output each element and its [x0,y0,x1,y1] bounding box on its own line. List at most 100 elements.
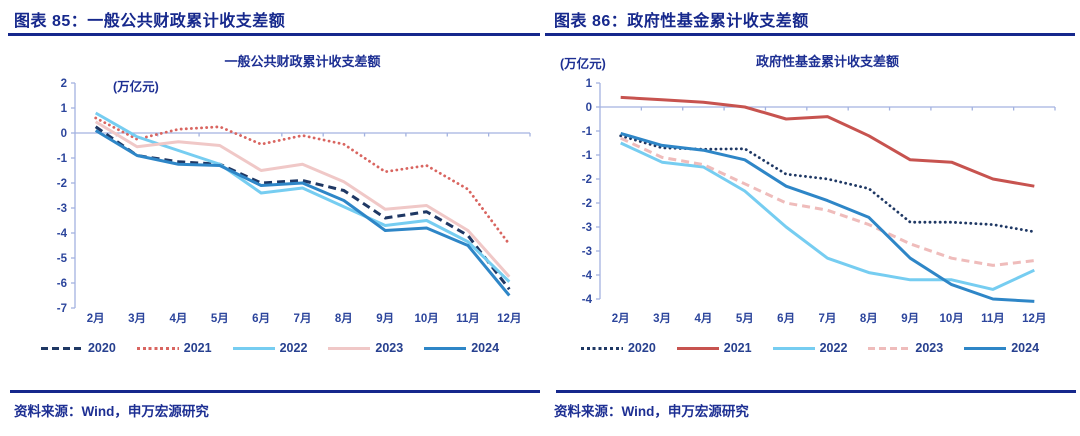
legend-label: 2022 [819,341,848,355]
y-tick-label: -5 [57,253,68,265]
x-tick-label: 9月 [376,312,394,325]
chart-legend: 2020 2021 2022 2023 2024 [540,341,1080,355]
y-tick-label: 0 [586,102,592,114]
y-tick-label: 1 [586,78,593,90]
legend-swatch-solid [232,346,275,350]
legend-item-2021: 2021 [676,341,752,355]
source-note: 资料来源：Wind，申万宏源研究 [554,404,749,419]
legend-label: 2021 [183,341,212,355]
x-tick-label: 12月 [497,312,521,325]
y-tick-label: 1 [61,103,68,115]
series-line-2020 [619,134,1036,234]
legend-swatch-solid [424,346,467,350]
legend-swatch-dashed [868,346,911,350]
x-tick-label: 7月 [819,312,837,325]
legend-item-2024: 2024 [424,341,499,355]
line-chart-public-finance: 2 1 0 -1 -2 -3 -4 -5 -6 -7 2月 3月 4月 5月 6月 7月 8月 9月 10月 11月 1… [57,78,531,325]
header-rule [545,33,1075,36]
legend-swatch-solid [964,346,1007,350]
x-tick-label: 11月 [981,312,1005,325]
series-line-2023 [620,136,1035,267]
y-tick-label: -6 [57,278,67,290]
y-tick-label: 0 [61,128,67,140]
y-tick-label: -4 [582,294,593,306]
y-tick-label: -1 [582,126,593,138]
series-line-2023 [94,120,511,278]
legend-label: 2020 [87,341,116,355]
legend-item-2020: 2020 [40,341,116,355]
y-tick-label: -3 [582,222,592,234]
line-chart-government-funds: 1 0 -1 -1 -2 -2 -3 -3 -4 -4 2月 3月 4月 5月 6月 7月 8月 9月 10月 11月… [582,78,1056,325]
panel-figure-86: 图表 86：政府性基金累计收支差额 政府性基金累计收支差额 (万亿元) 1 0 -1… [540,0,1080,436]
x-tick-label: 3月 [128,312,146,325]
legend-swatch-dotted [136,346,179,350]
legend-label: 2023 [375,341,404,355]
legend-item-2021: 2021 [136,341,212,355]
panel-figure-85: 图表 85：一般公共财政累计收支差额 一般公共财政累计收支差额 (万亿元) 2 1… [0,13,540,419]
y-tick-label: -1 [57,153,68,165]
series-line-2020 [94,125,511,291]
y-tick-label: -7 [57,303,67,315]
x-tick-label: 9月 [901,312,919,325]
x-tick-label: 4月 [694,312,712,325]
legend-label: 2022 [279,341,308,355]
y-tick-label: -2 [582,198,592,210]
footer-rule [556,390,1076,393]
y-tick-label: -2 [57,178,67,190]
x-tick-label: 4月 [169,312,187,325]
y-tick-label: -3 [582,246,592,258]
x-tick-label: 6月 [777,312,795,325]
legend-label: 2024 [1011,341,1040,355]
legend-item-2023: 2023 [328,341,403,355]
x-tick-label: 5月 [211,312,229,325]
legend-label: 2020 [627,341,656,355]
y-tick-label: 2 [61,78,67,90]
x-tick-label: 2月 [612,312,630,325]
x-tick-label: 8月 [335,312,353,325]
legend-swatch-solid [772,346,815,350]
figure-85-header: 图表 85：一般公共财政累计收支差额 [14,13,286,30]
legend-item-2022: 2022 [772,341,848,355]
series-line-2022 [94,111,511,283]
legend-label: 2021 [723,341,752,355]
x-tick-label: 3月 [653,312,671,325]
y-tick-label: -4 [57,228,68,240]
y-tick-label: -3 [57,203,67,215]
legend-swatch-dashed [40,346,83,350]
series-line-2024 [94,129,511,297]
x-tick-label: 10月 [414,312,438,325]
chart-title: 一般公共财政累计收支差额 [224,54,381,69]
series-line-2021 [620,95,1035,188]
series-line-2022 [620,141,1035,291]
chart-legend: 2020 2021 2022 2023 2024 [0,341,540,355]
legend-item-2023: 2023 [868,341,943,355]
x-tick-label: 12月 [1022,312,1046,325]
chart-title: 政府性基金累计收支差额 [755,54,899,69]
legend-item-2024: 2024 [964,341,1039,355]
x-tick-label: 10月 [939,312,963,325]
figure-86-header: 图表 86：政府性基金累计收支差额 [554,13,809,30]
y-axis-unit-label: (万亿元) [560,57,606,71]
legend-item-2020: 2020 [580,341,656,355]
y-tick-label: -2 [582,174,592,186]
header-rule [8,33,540,36]
series-line-2024 [620,131,1035,303]
y-tick-label: -1 [582,150,593,162]
y-tick-label: -4 [582,270,593,282]
x-tick-label: 8月 [860,312,878,325]
x-tick-label: 6月 [252,312,270,325]
legend-label: 2024 [471,341,500,355]
legend-item-2022: 2022 [232,341,308,355]
x-tick-label: 5月 [736,312,754,325]
legend-swatch-dotted [580,346,623,350]
legend-swatch-solid [328,346,371,350]
footer-rule [10,390,540,393]
x-tick-label: 7月 [294,312,312,325]
y-axis-unit-label: (万亿元) [113,80,159,94]
source-note: 资料来源：Wind，申万宏源研究 [14,404,209,419]
x-tick-label: 2月 [87,312,105,325]
legend-swatch-solid [676,346,719,350]
legend-label: 2023 [915,341,944,355]
series-line-2021 [94,116,511,246]
x-tick-label: 11月 [456,312,480,325]
